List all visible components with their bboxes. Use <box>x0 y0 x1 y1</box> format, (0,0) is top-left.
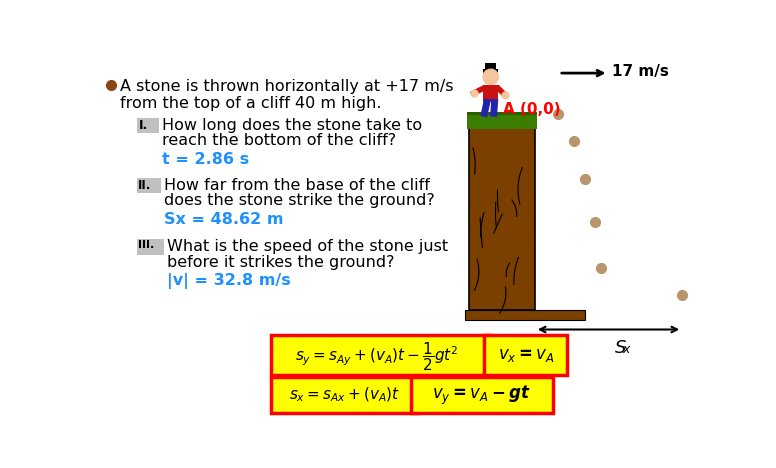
Text: $\boldsymbol{v_x = v_A}$: $\boldsymbol{v_x = v_A}$ <box>497 346 554 364</box>
Text: III.: III. <box>138 240 154 250</box>
Text: S: S <box>615 339 625 357</box>
Bar <box>272 377 417 413</box>
Bar <box>137 118 159 133</box>
Text: x: x <box>622 343 630 356</box>
Text: before it strikes the ground?: before it strikes the ground? <box>167 255 394 270</box>
Text: $s_y = s_{Ay} + (v_A)t - \dfrac{1}{2}gt^2$: $s_y = s_{Ay} + (v_A)t - \dfrac{1}{2}gt^… <box>295 340 459 373</box>
Bar <box>483 69 498 74</box>
Bar <box>484 335 567 375</box>
Text: A stone is thrown horizontally at +17 m/s: A stone is thrown horizontally at +17 m/… <box>120 79 454 94</box>
Text: $s_x = s_{Ax} + (v_A)t$: $s_x = s_{Ax} + (v_A)t$ <box>289 386 400 404</box>
Bar <box>137 240 164 255</box>
Bar <box>485 63 496 71</box>
Bar <box>411 377 553 413</box>
Text: II.: II. <box>138 179 151 191</box>
Text: How far from the base of the cliff: How far from the base of the cliff <box>164 178 430 193</box>
Text: |v| = 32.8 m/s: |v| = 32.8 m/s <box>167 273 290 289</box>
Bar <box>137 178 161 193</box>
Text: t = 2.86 s: t = 2.86 s <box>162 152 249 167</box>
Text: does the stone strike the ground?: does the stone strike the ground? <box>164 193 435 208</box>
Bar <box>469 125 535 310</box>
Text: What is the speed of the stone just: What is the speed of the stone just <box>167 240 448 255</box>
Bar <box>466 111 537 116</box>
Bar <box>466 111 537 129</box>
Text: I.: I. <box>139 118 148 132</box>
Circle shape <box>483 69 498 85</box>
Bar <box>483 86 498 102</box>
Text: $\boldsymbol{v_y = v_A - gt}$: $\boldsymbol{v_y = v_A - gt}$ <box>432 383 531 407</box>
Text: A (0,0): A (0,0) <box>503 102 561 117</box>
Text: 17 m/s: 17 m/s <box>611 64 668 79</box>
Bar <box>272 335 490 375</box>
Text: Sx = 48.62 m: Sx = 48.62 m <box>164 212 283 227</box>
Text: from the top of a cliff 40 m high.: from the top of a cliff 40 m high. <box>120 96 382 111</box>
Bar <box>465 310 585 320</box>
Text: How long does the stone take to: How long does the stone take to <box>162 118 422 133</box>
Text: reach the bottom of the cliff?: reach the bottom of the cliff? <box>162 133 397 148</box>
